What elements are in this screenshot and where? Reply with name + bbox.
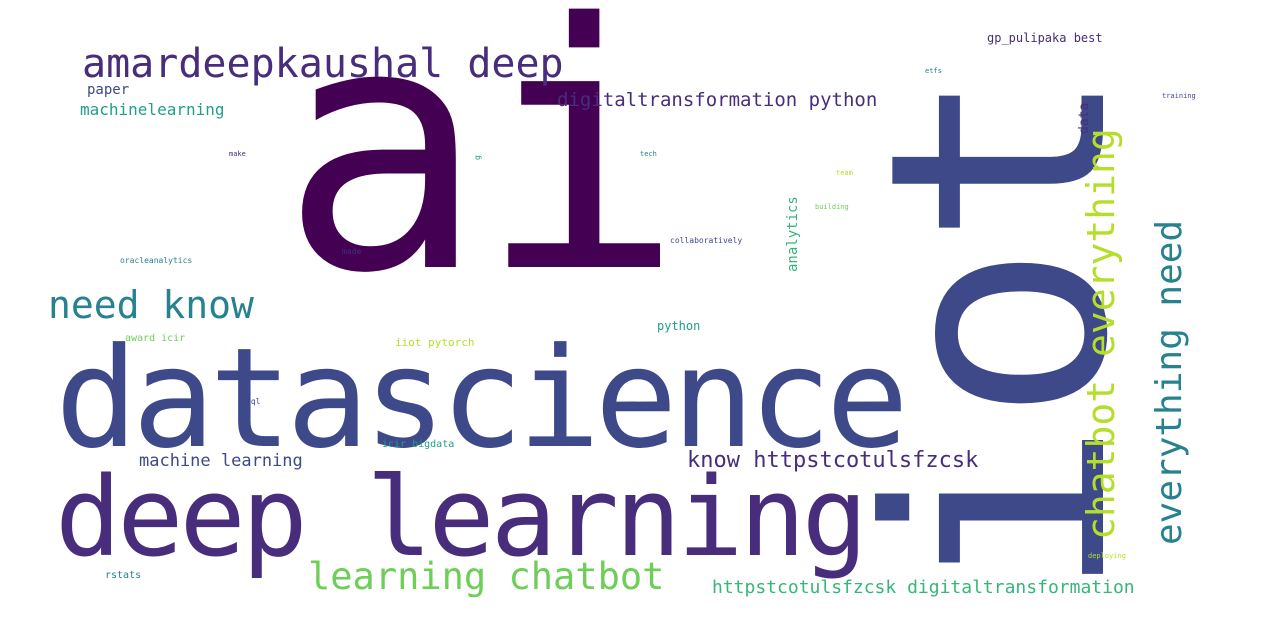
word-iiot-pytorch: iiot pytorch [395,336,475,349]
word-collaboratively: collaboratively [670,236,743,245]
word-analytics: analytics [785,196,801,272]
word-rstats: rstats [105,570,142,581]
word-team: team [836,169,853,177]
word-tech: tech [640,150,657,158]
word-deep-learning: deep learning [55,453,868,581]
word-award-icir: award icir [125,333,186,344]
word-need-know: need know [48,283,254,327]
word-data: data [1077,102,1092,134]
word-digitaltransformation-python: digitaltransformation python [557,89,878,111]
word-sql: sql [246,397,261,406]
word-etfs: etfs [925,67,942,75]
word-training: training [1162,92,1196,100]
word-g: g [473,155,482,160]
word-ai: ai [280,0,683,348]
word-learning-chatbot: learning chatbot [308,555,665,598]
word-gp-pulipaka-best: gp_pulipaka best [987,31,1103,45]
word-make: make [229,150,246,158]
word-oracleanalytics: oracleanalytics [120,256,193,265]
word-made: made [342,247,362,256]
word-machinelearning: machinelearning [80,100,225,119]
word-icir-bigdata: icir bigdata [382,439,455,450]
word-machine-learning: machine learning [139,451,303,471]
word-building: building [815,203,849,211]
word-amardeepkaushal-deep: amardeepkaushal deep [82,41,564,87]
word-chatbot-everything: chatbot everything [1079,128,1123,540]
word-know-httpstcotulsfzcsk: know httpstcotulsfzcsk [687,448,979,473]
word-deploying: deploying [1088,552,1126,560]
word-python: python [657,319,701,333]
word-datascience: datascience [55,318,909,479]
word-httpstcotulsfzcsk-digitaltransformation: httpstcotulsfzcsk digitaltransformation [712,577,1135,598]
word-paper: paper [87,82,130,98]
word-everything-need: everything need [1149,219,1190,545]
